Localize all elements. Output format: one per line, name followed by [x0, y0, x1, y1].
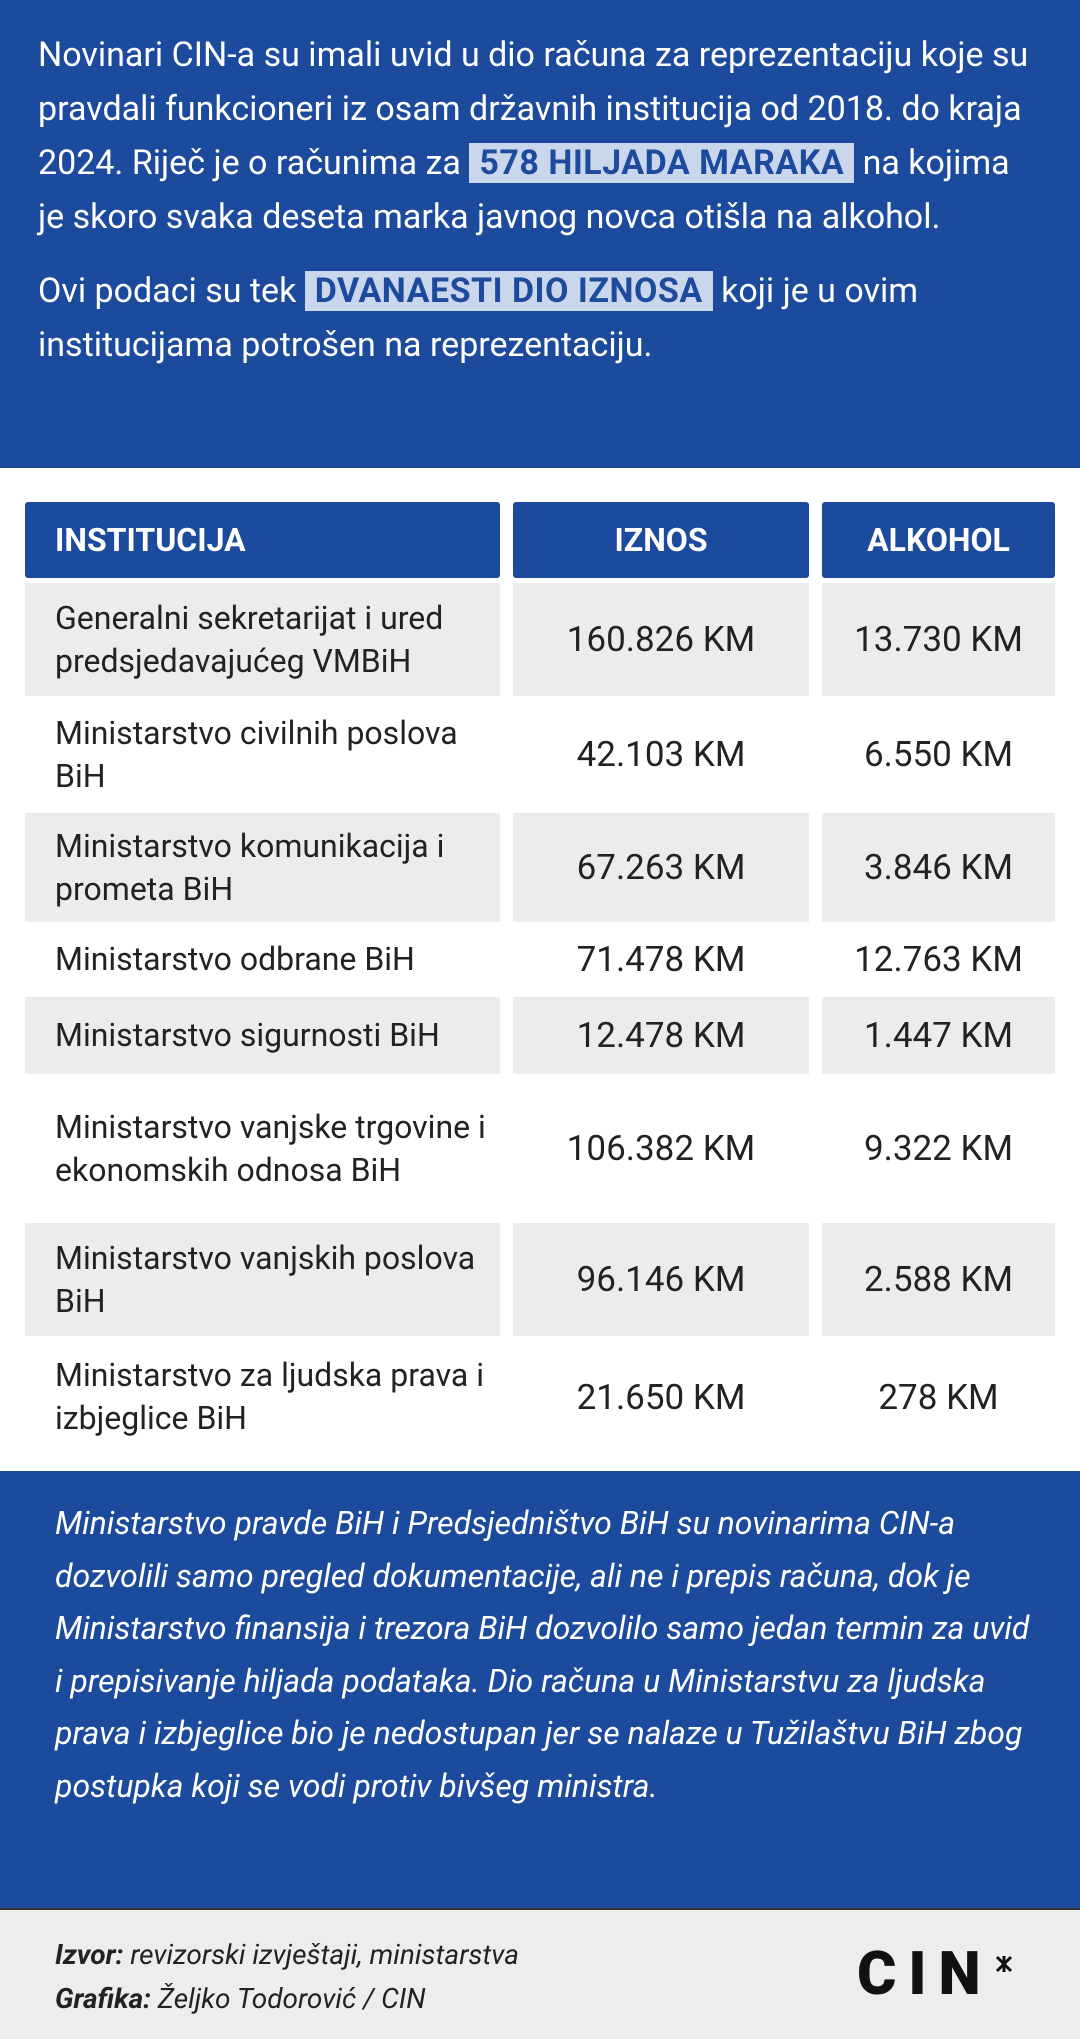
amount-cell: 42.103 KM	[576, 734, 746, 775]
amount-cell: 13.730 KM	[822, 583, 1055, 696]
amount-cell: 67.263 KM	[513, 813, 809, 922]
text: Ovi podaci su tek	[38, 271, 305, 311]
amount-cell: 12.478 KM	[513, 997, 809, 1074]
logo: CIN	[857, 1938, 993, 2009]
table-row: Ministarstvo vanjskih poslova BiH 96.146 …	[25, 1223, 1055, 1336]
institution-cell: Ministarstvo odbrane BiH	[55, 940, 415, 978]
institution-cell: Ministarstvo vanjske trgovine i ekonomsk…	[55, 1107, 486, 1189]
amount-cell: 3.846 KM	[822, 813, 1055, 922]
table-row: Ministarstvo komunikacija i prometa BiH 6…	[25, 813, 1055, 922]
text: koji je u ovim institucijama potrošen na…	[38, 271, 919, 365]
table-row: Ministarstvo odbrane BiH 71.478 KM 12.763 …	[25, 927, 1055, 992]
table-row: Ministarstvo civilnih poslova BiH 42.103 …	[25, 701, 1055, 808]
intro-paragraph: Ovi podaci su tek DVANAESTI DIO IZNOSA k…	[38, 264, 1042, 372]
header-row: INSTITUCIJA IZNOS ALKOHOL	[25, 502, 1055, 578]
table-row: Generalni sekretarijat i ured predsjedav…	[25, 583, 1055, 696]
table-row: Ministarstvo sigurnosti BiH 12.478 KM 1.44…	[25, 997, 1055, 1074]
table-row: Ministarstvo vanjske trgovine i ekonomsk…	[25, 1079, 1055, 1218]
source-label: Izvor:	[55, 1938, 124, 1971]
highlight: DVANAESTI DIO IZNOSA	[304, 271, 713, 311]
amount-cell: 9.322 KM	[863, 1128, 1014, 1169]
note-text: Ministarstvo pravde BiH i Predsjedništvo…	[55, 1504, 1030, 1805]
amount-cell: 160.826 KM	[513, 583, 809, 696]
amount-cell: 1.447 KM	[822, 997, 1055, 1074]
credit-label: Grafika:	[55, 1982, 151, 2015]
table-wrap: INSTITUCIJA IZNOS ALKOHOL Generalni sekret…	[12, 497, 1068, 1458]
institution-cell: Ministarstvo civilnih poslova BiH	[55, 713, 458, 795]
amount-cell: 6.550 KM	[863, 734, 1014, 775]
amount-cell: 96.146 KM	[513, 1223, 809, 1336]
institution-cell: Ministarstvo komunikacija i prometa BiH	[25, 813, 500, 922]
intro-box: Novinari CIN-a su imali uvid u dio račun…	[0, 0, 1080, 468]
amount-cell: 71.478 KM	[576, 939, 746, 980]
institution-cell: Ministarstvo za ljudska prava i izbjegli…	[55, 1356, 485, 1437]
institution-cell: Ministarstvo vanjskih poslova BiH	[25, 1223, 500, 1336]
highlight: 578 HILJADA MARAKA	[469, 143, 855, 183]
amount-cell: 21.650 KM	[576, 1376, 746, 1418]
table: INSTITUCIJA IZNOS ALKOHOL Generalni sekret…	[12, 497, 1068, 1458]
institution-cell: Ministarstvo sigurnosti BiH	[25, 997, 500, 1074]
source: revizorski izvještaji, ministarstva	[123, 1938, 520, 1971]
amount-cell: 106.382 KM	[566, 1128, 756, 1169]
header-cell: INSTITUCIJA	[25, 502, 500, 578]
institution-cell: Generalni sekretarijat i ured predsjedav…	[25, 583, 500, 696]
text: na kojima je skoro svaka deseta marka ja…	[38, 143, 1010, 237]
header-cell: ALKOHOL	[822, 502, 1055, 578]
text: Novinari CIN-a su imali uvid u dio račun…	[38, 35, 1029, 183]
amount-cell: 12.763 KM	[854, 939, 1023, 980]
amount-cell: 2.588 KM	[822, 1223, 1055, 1336]
intro-paragraph: Novinari CIN-a su imali uvid u dio račun…	[38, 28, 1042, 244]
table-row: Ministarstvo za ljudska prava i izbjegli…	[25, 1341, 1055, 1453]
note-box: Ministarstvo pravde BiH i Predsjedništvo…	[0, 1471, 1080, 1908]
source-line: Izvor: revizorski izvještaji, ministarst…	[55, 1938, 519, 1971]
logo-mark	[995, 1955, 1013, 1973]
footer: Izvor: revizorski izvještaji, ministarst…	[0, 1908, 1080, 2039]
credit: Željko Todorović / CIN	[150, 1982, 426, 2015]
amount-cell: 278 KM	[878, 1376, 999, 1418]
credit-line: Grafika: Željko Todorović / CIN	[55, 1982, 426, 2015]
header-cell: IZNOS	[513, 502, 809, 578]
